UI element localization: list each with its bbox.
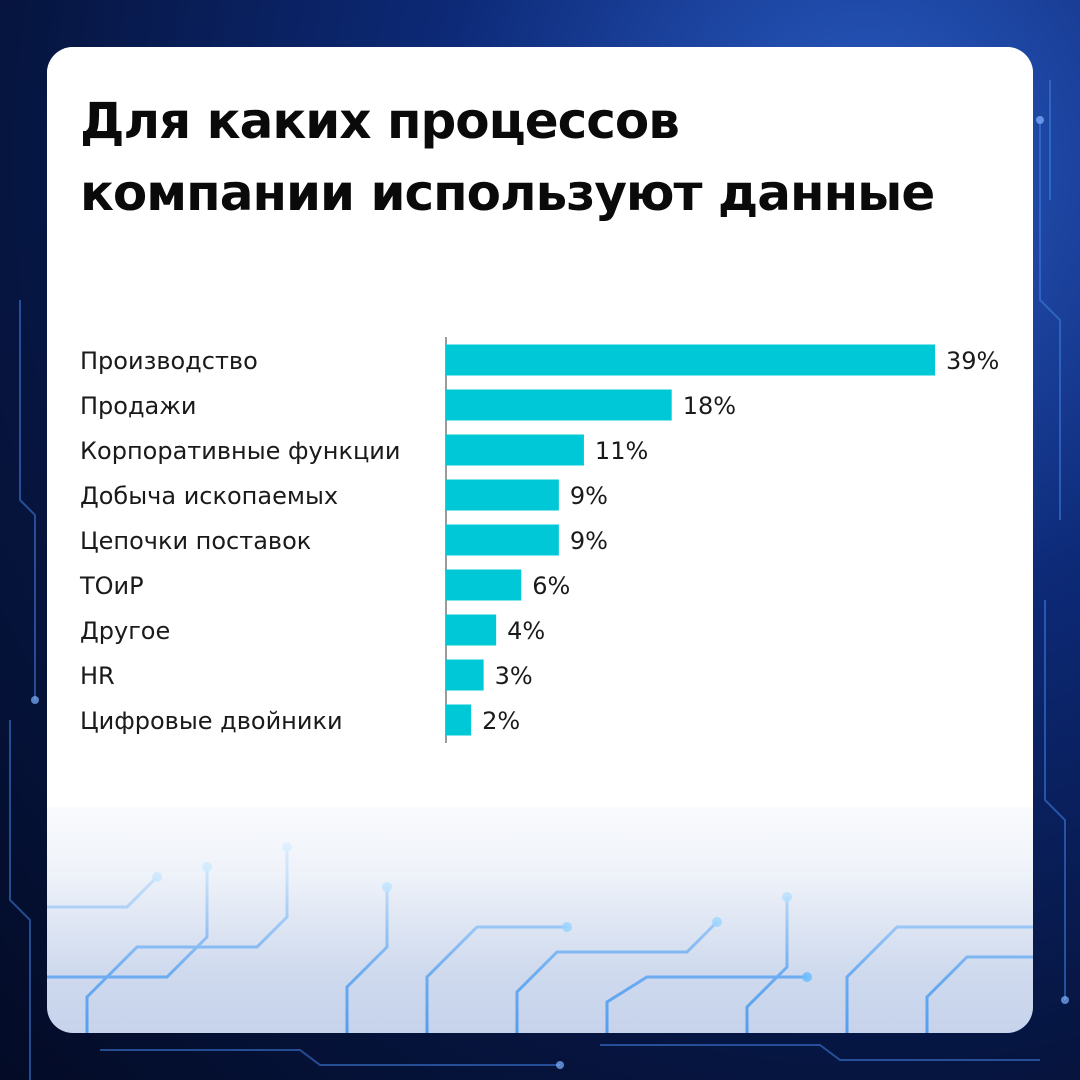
bar <box>446 524 559 556</box>
bar <box>446 569 522 601</box>
value-label: 6% <box>532 572 570 600</box>
value-label: 9% <box>570 527 608 555</box>
category-label: HR <box>80 662 115 690</box>
category-label: Цифровые двойники <box>80 707 343 735</box>
bar <box>446 614 497 646</box>
bar <box>446 389 672 421</box>
category-label: Продажи <box>80 392 196 420</box>
value-label: 18% <box>683 392 736 420</box>
value-label: 3% <box>495 662 533 690</box>
bar <box>446 344 935 376</box>
bar <box>446 479 559 511</box>
value-label: 4% <box>507 617 545 645</box>
category-label: Добыча ископаемых <box>80 482 338 510</box>
value-label: 39% <box>946 347 999 375</box>
category-label: Цепочки поставок <box>80 527 311 555</box>
value-label: 11% <box>595 437 648 465</box>
category-label: Корпоративные функции <box>80 437 400 465</box>
bar <box>446 659 484 691</box>
bar <box>446 704 472 736</box>
category-label: ТОиР <box>79 572 144 600</box>
bar-chart: Производство 39% Продажи 18% Корпоративные ф… <box>79 337 999 743</box>
value-label: 2% <box>482 707 520 735</box>
category-label: Другое <box>80 617 170 645</box>
bar <box>446 434 584 466</box>
chart-title: Для каких процессов компании используют … <box>80 85 935 229</box>
category-label: Производство <box>80 347 258 375</box>
chart-title-line-1: Для каких процессов <box>80 92 680 150</box>
chart-title-line-2: компании используют данные <box>80 164 935 222</box>
content-card: Для каких процессов компании используют … <box>47 47 1033 1033</box>
value-label: 9% <box>570 482 608 510</box>
